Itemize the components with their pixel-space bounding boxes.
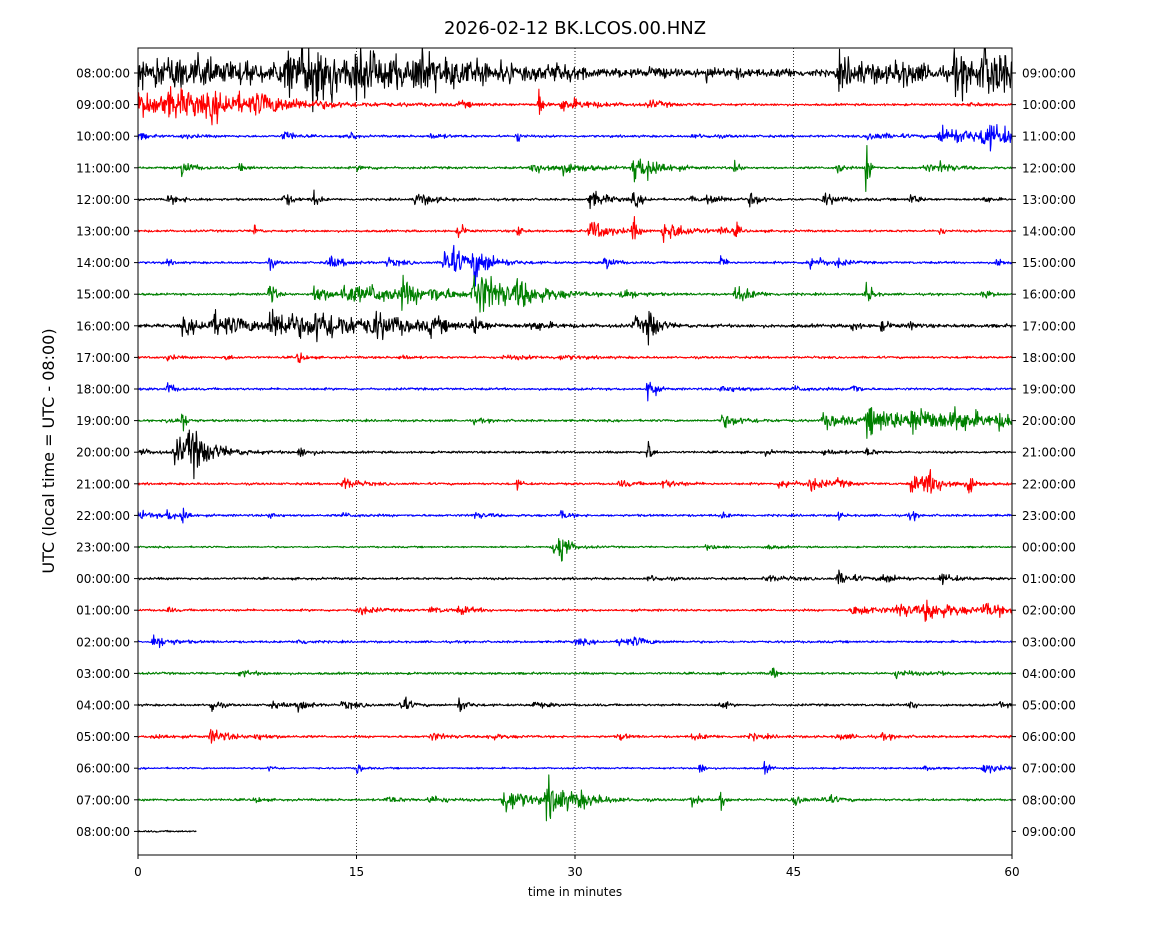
right-time-label: 09:00:00 (1022, 825, 1076, 839)
left-time-label: 14:00:00 (76, 256, 130, 270)
right-time-axis: 09:00:00 10:00:00 11:00:00 12:00:00 13:00:00… (1012, 67, 1076, 839)
right-time-label: 02:00:00 (1022, 604, 1076, 618)
right-time-label: 18:00:00 (1022, 351, 1076, 365)
trace-line (138, 667, 1012, 680)
trace-line (138, 469, 1012, 494)
left-time-label: 06:00:00 (76, 762, 130, 776)
trace-line (138, 123, 1012, 152)
right-time-label: 13:00:00 (1022, 193, 1076, 207)
left-time-label: 11:00:00 (76, 161, 130, 175)
left-time-label: 15:00:00 (76, 288, 130, 302)
right-time-label: 15:00:00 (1022, 256, 1076, 270)
right-time-label: 08:00:00 (1022, 793, 1076, 807)
seismic-traces (138, 48, 1012, 833)
right-time-label: 10:00:00 (1022, 98, 1076, 112)
trace-line (138, 634, 1012, 649)
trace-line (138, 760, 1012, 775)
right-time-label: 11:00:00 (1022, 130, 1076, 144)
right-time-label: 19:00:00 (1022, 383, 1076, 397)
x-tick-label: 0 (134, 865, 142, 879)
trace-line (138, 189, 1012, 210)
right-time-label: 14:00:00 (1022, 225, 1076, 239)
right-time-label: 12:00:00 (1022, 161, 1076, 175)
left-time-label: 13:00:00 (76, 225, 130, 239)
right-time-label: 05:00:00 (1022, 699, 1076, 713)
right-time-label: 01:00:00 (1022, 572, 1076, 586)
left-time-label: 20:00:00 (76, 446, 130, 460)
trace-line (138, 507, 1012, 524)
left-time-label: 08:00:00 (76, 825, 130, 839)
right-time-label: 23:00:00 (1022, 509, 1076, 523)
left-time-label: 23:00:00 (76, 541, 130, 555)
y-axis-label: UTC (local time = UTC - 08:00) (39, 328, 58, 573)
left-time-label: 17:00:00 (76, 351, 130, 365)
trace-line (138, 48, 1012, 113)
trace-line (138, 274, 1012, 313)
left-time-label: 22:00:00 (76, 509, 130, 523)
right-time-label: 16:00:00 (1022, 288, 1076, 302)
left-time-label: 08:00:00 (76, 67, 130, 81)
trace-line (138, 406, 1012, 439)
trace-line (138, 774, 1012, 822)
left-time-label: 21:00:00 (76, 477, 130, 491)
trace-line (138, 728, 1012, 744)
right-time-label: 04:00:00 (1022, 667, 1076, 681)
right-time-label: 17:00:00 (1022, 319, 1076, 333)
left-time-label: 12:00:00 (76, 193, 130, 207)
trace-line (138, 215, 1012, 244)
left-time-label: 02:00:00 (76, 635, 130, 649)
trace-line (138, 569, 1012, 586)
x-tick-label: 15 (349, 865, 364, 879)
x-tick-label: 30 (567, 865, 582, 879)
left-time-label: 00:00:00 (76, 572, 130, 586)
right-time-label: 21:00:00 (1022, 446, 1076, 460)
left-time-label: 04:00:00 (76, 699, 130, 713)
right-time-label: 03:00:00 (1022, 635, 1076, 649)
trace-line (138, 244, 1012, 287)
left-time-label: 01:00:00 (76, 604, 130, 618)
trace-line (138, 381, 1012, 402)
right-time-label: 07:00:00 (1022, 762, 1076, 776)
chart-title: 2026-02-12 BK.LCOS.00.HNZ (444, 18, 706, 39)
left-time-label: 07:00:00 (76, 793, 130, 807)
left-time-label: 19:00:00 (76, 414, 130, 428)
trace-line (138, 308, 1012, 346)
left-time-label: 09:00:00 (76, 98, 130, 112)
trace-line (138, 599, 1012, 622)
left-time-axis: 08:00:00 09:00:00 10:00:00 11:00:00 12:00:00… (76, 67, 138, 839)
x-axis-label: time in minutes (528, 885, 622, 899)
trace-line (138, 352, 1012, 364)
x-axis: 0 15 30 45 60 (134, 855, 1020, 879)
left-time-label: 10:00:00 (76, 130, 130, 144)
x-tick-label: 60 (1004, 865, 1019, 879)
trace-line (138, 829, 197, 833)
trace-line (138, 144, 1012, 193)
trace-line (138, 696, 1012, 713)
trace-line (138, 86, 1012, 126)
right-time-label: 20:00:00 (1022, 414, 1076, 428)
left-time-label: 16:00:00 (76, 319, 130, 333)
trace-line (138, 429, 1012, 480)
right-time-label: 00:00:00 (1022, 541, 1076, 555)
vertical-gridlines (356, 48, 794, 855)
left-time-label: 18:00:00 (76, 383, 130, 397)
right-time-label: 22:00:00 (1022, 477, 1076, 491)
right-time-label: 09:00:00 (1022, 67, 1076, 81)
trace-line (138, 538, 1012, 562)
left-time-label: 05:00:00 (76, 730, 130, 744)
x-tick-label: 45 (786, 865, 801, 879)
left-time-label: 03:00:00 (76, 667, 130, 681)
right-time-label: 06:00:00 (1022, 730, 1076, 744)
